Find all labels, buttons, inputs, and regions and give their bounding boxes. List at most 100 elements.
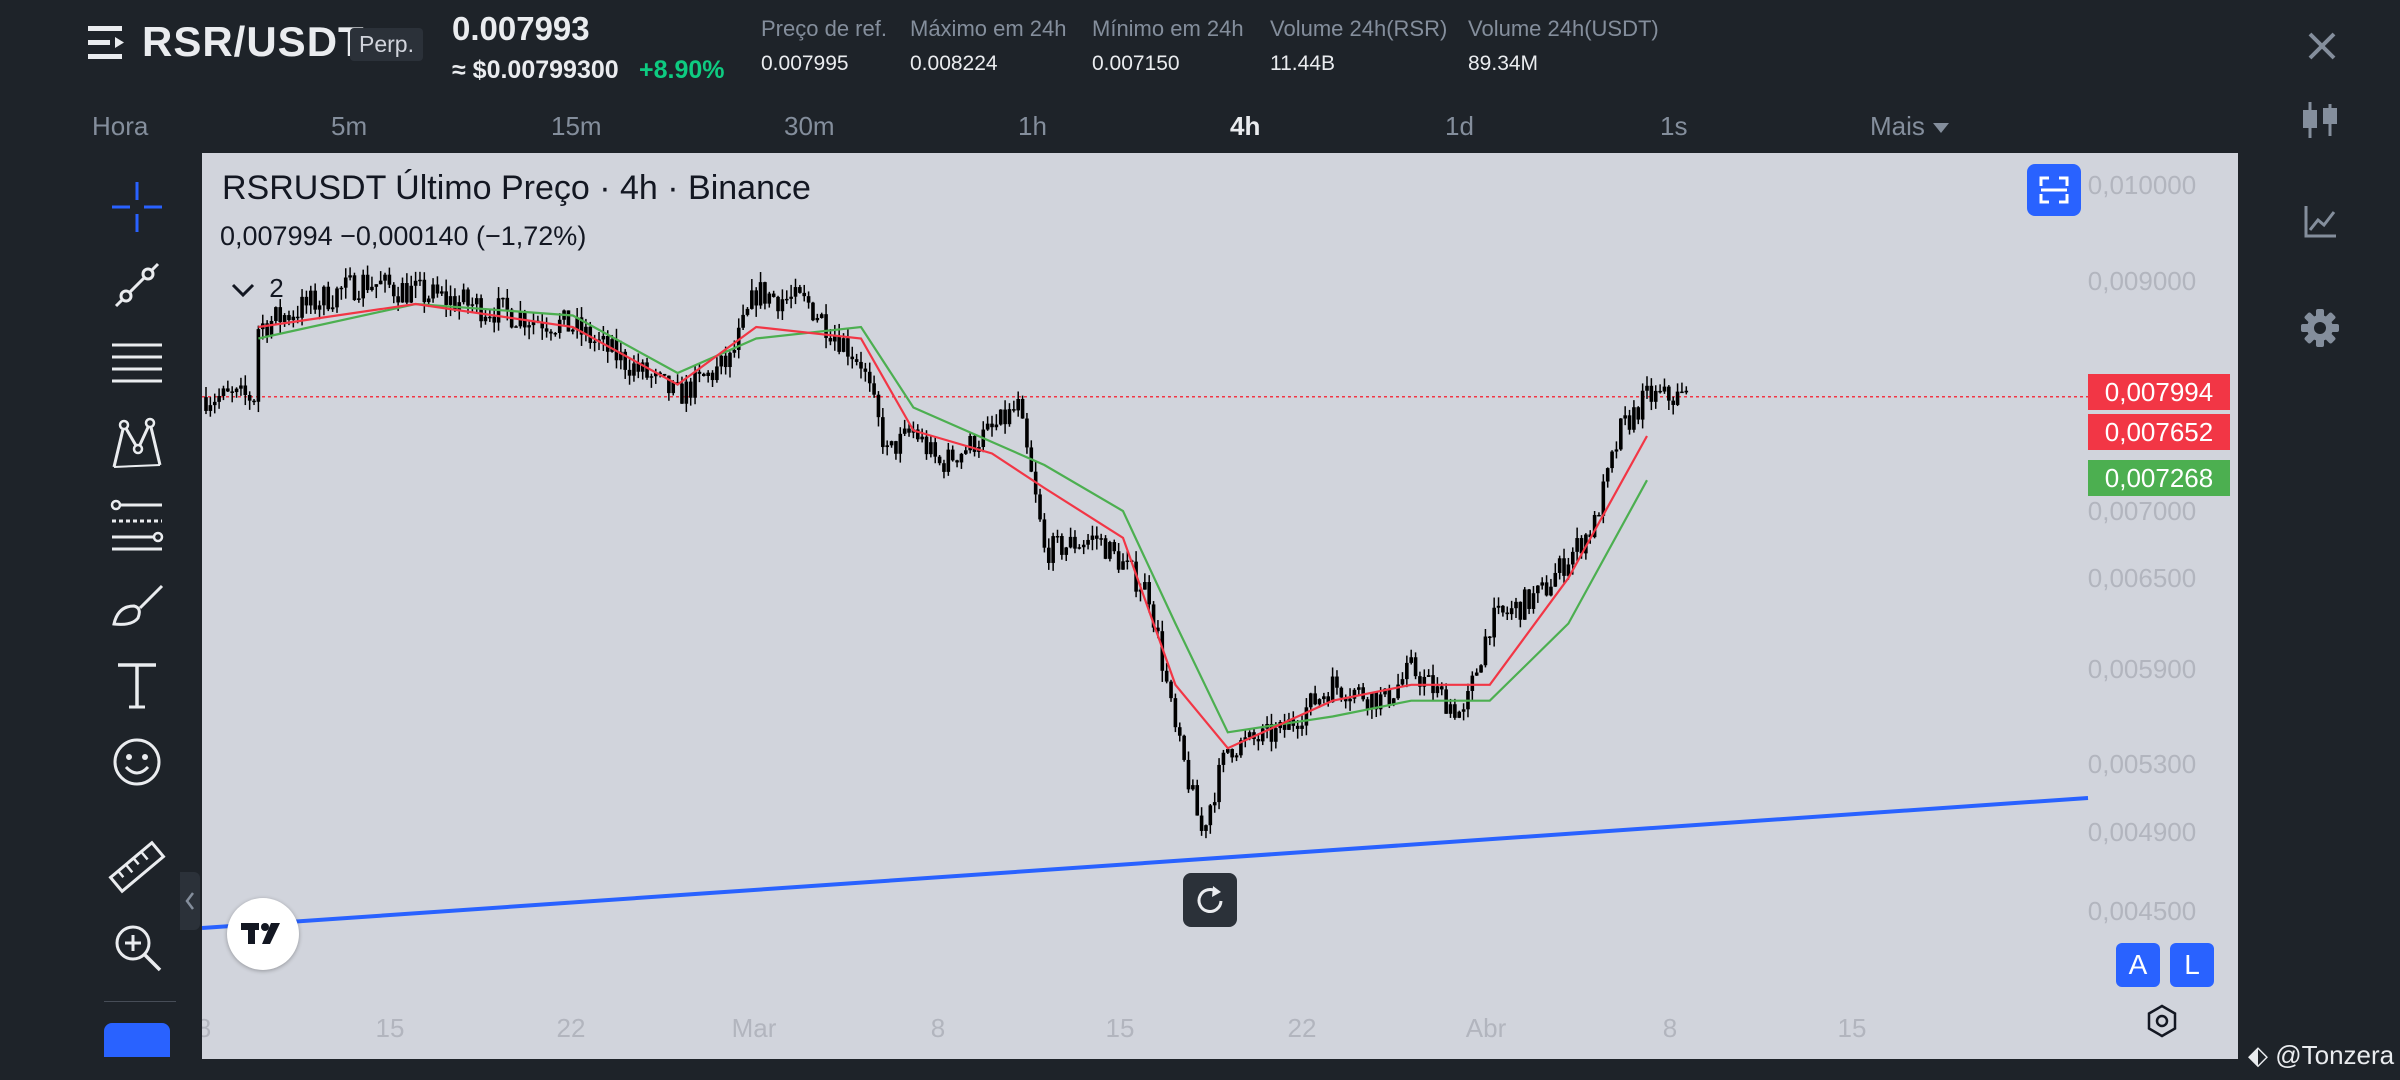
candle-body (885, 445, 889, 448)
candle-body (1147, 582, 1151, 605)
tab-15m[interactable]: 15m (551, 111, 602, 141)
trend-line-icon[interactable] (104, 252, 170, 318)
candle-body (828, 338, 833, 342)
crosshair-icon[interactable] (104, 174, 170, 240)
candle-body (1300, 725, 1304, 729)
candle-body (1470, 675, 1475, 691)
zoom-in-icon[interactable] (104, 914, 170, 980)
tab-30m[interactable]: 30m (784, 111, 835, 141)
candle-body (793, 287, 798, 297)
time-axis-label: Abr (1466, 1013, 1507, 1043)
candle-body (431, 284, 435, 299)
log-scale-button[interactable]: L (2170, 943, 2214, 987)
candle-body (1304, 707, 1309, 726)
candle-body (1505, 612, 1510, 615)
time-axis-label: 15 (1106, 1013, 1135, 1043)
reset-chart-button[interactable] (1183, 873, 1237, 927)
candle-body (998, 409, 1003, 425)
gear-icon[interactable] (2298, 306, 2342, 350)
tab-1h[interactable]: 1h (1018, 111, 1047, 141)
candle-body (719, 355, 724, 367)
candle-body (697, 371, 702, 374)
candle-body (1391, 698, 1396, 705)
candle-body (374, 284, 379, 287)
candle-body (1234, 755, 1239, 758)
ruler-icon[interactable] (104, 834, 170, 900)
candle-body (252, 400, 256, 403)
ema-slow-line (258, 302, 1648, 734)
candle-body (1435, 686, 1440, 694)
tab-5m[interactable]: 5m (331, 111, 368, 141)
candlestick-icon[interactable] (2298, 98, 2342, 142)
tab-4h[interactable]: 4h (1230, 111, 1261, 141)
candle-body (278, 307, 283, 323)
candle-body (815, 317, 820, 321)
toolbar-collapse-button[interactable] (180, 872, 200, 930)
candle-body (1046, 547, 1051, 563)
time-axis-label: Mar (732, 1013, 777, 1043)
candle-body (1632, 407, 1636, 430)
tab-1d[interactable]: 1d (1445, 111, 1474, 141)
price-axis-label: 0,005300 (2088, 749, 2196, 779)
time-axis-label: 8 (931, 1013, 945, 1043)
favorites-button[interactable] (104, 1023, 170, 1057)
tab-hora[interactable]: Hora (92, 111, 149, 141)
candle-body (339, 287, 344, 290)
candle-body (915, 429, 920, 440)
candle-body (413, 280, 418, 286)
chart-canvas[interactable]: 0,010000 0,009000 0,007000 0,006500 0,005900… (202, 153, 2238, 1059)
candle-body (1562, 558, 1566, 576)
candle-body (1461, 709, 1466, 712)
candle-body (1439, 686, 1444, 690)
time-axis-label: 8 (1663, 1013, 1677, 1043)
auto-scale-button[interactable]: A (2116, 943, 2160, 987)
candle-body (383, 274, 387, 281)
candle-body (1610, 451, 1614, 469)
candle-body (474, 298, 479, 305)
candle-body (505, 297, 510, 310)
candle-body (1287, 719, 1291, 730)
candle-body (658, 372, 662, 375)
caret-down-icon (1932, 123, 1949, 134)
menu-icon[interactable] (88, 26, 126, 60)
stat-high-24h: Máximo em 24h 0.008224 (910, 16, 1067, 76)
candle-body (1212, 802, 1217, 806)
candle-body (470, 304, 475, 306)
chart-settings-icon[interactable] (2144, 1003, 2180, 1039)
tab-1s[interactable]: 1s (1660, 111, 1688, 141)
fullscreen-button[interactable] (2027, 164, 2081, 216)
emoji-icon[interactable] (104, 729, 170, 795)
candle-body (645, 362, 649, 378)
candle-body (1269, 723, 1274, 742)
chart-area[interactable]: 0,010000 0,009000 0,007000 0,006500 0,005900… (202, 153, 2238, 1059)
candle-body (553, 332, 558, 335)
brush-icon[interactable] (104, 572, 170, 638)
candle-body (894, 441, 898, 454)
candle-body (1308, 693, 1313, 708)
chart-ohlc-readout: 0,007994 −0,000140 (−1,72%) (220, 221, 587, 251)
candle-body (309, 290, 313, 306)
symbol-title[interactable]: RSR/USDT (142, 18, 365, 65)
candle-body (776, 296, 780, 312)
candle-body (330, 307, 335, 310)
candle-body (483, 316, 488, 322)
candle-body (1492, 607, 1496, 638)
candle-body (671, 382, 676, 394)
tab-more[interactable]: Mais (1870, 111, 1949, 142)
candle-body (872, 383, 876, 395)
fib-retracement-icon[interactable] (104, 491, 170, 557)
pattern-icon[interactable] (104, 411, 170, 477)
close-icon[interactable] (2302, 26, 2342, 66)
indicator-toggle[interactable]: 2 (230, 273, 284, 304)
candle-body (819, 314, 824, 318)
ema-slow-price-tag: 0,007268 (2088, 460, 2230, 496)
candle-body (1509, 608, 1514, 615)
candle-body (649, 376, 654, 378)
time-axis-label: 22 (1288, 1013, 1317, 1043)
candle-body (750, 290, 754, 309)
tradingview-logo-icon (241, 923, 280, 944)
horizontal-lines-icon[interactable] (104, 331, 170, 397)
candle-body (514, 326, 518, 328)
text-icon[interactable] (104, 651, 170, 717)
indicator-chart-icon[interactable] (2298, 200, 2342, 244)
